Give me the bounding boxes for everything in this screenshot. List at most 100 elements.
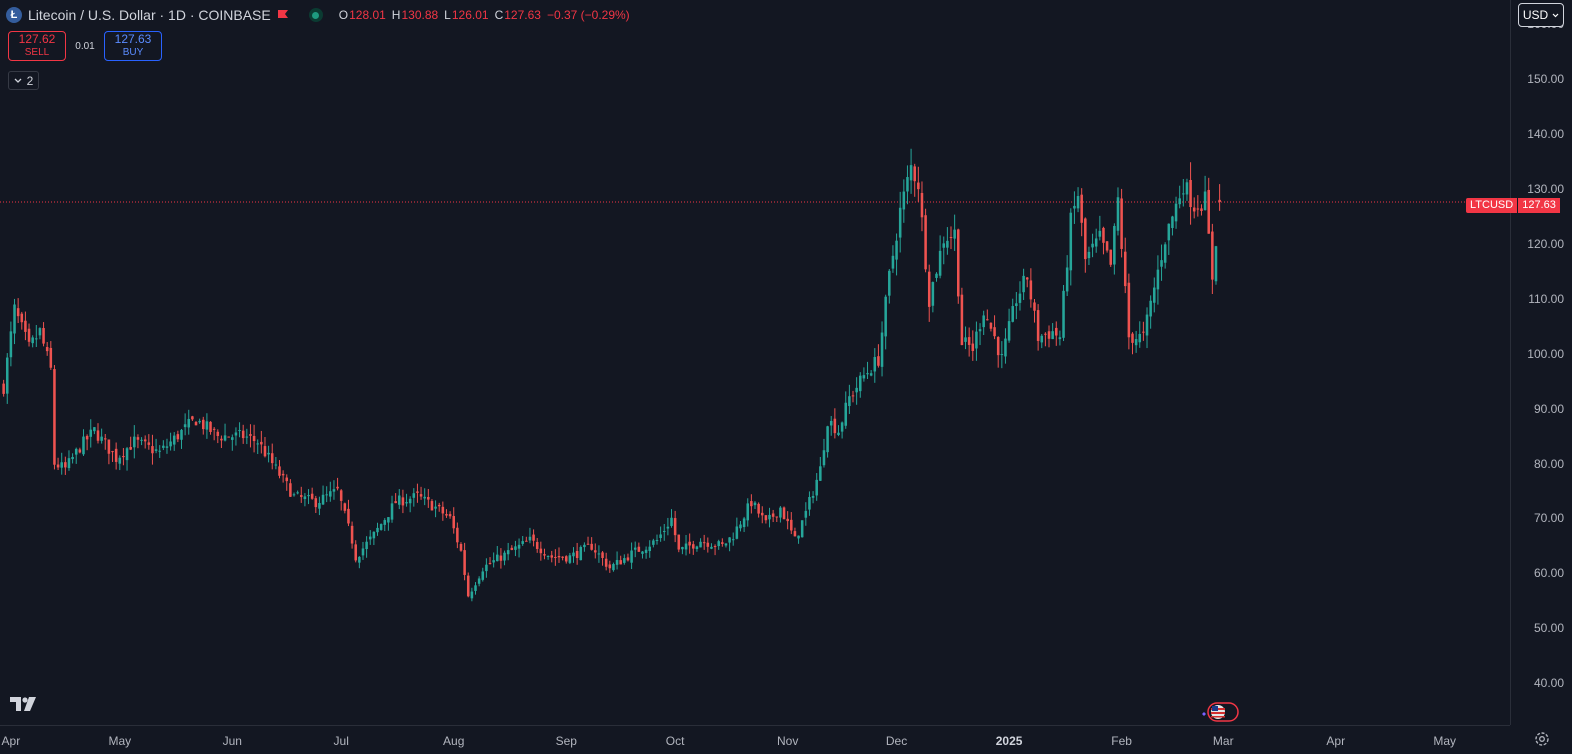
price-axis-label: 80.00 <box>1533 456 1564 471</box>
candle-body <box>880 332 884 367</box>
symbol-title[interactable]: Litecoin / U.S. Dollar · 1D · COINBASE <box>28 7 271 23</box>
candle-body <box>557 555 561 558</box>
candle <box>74 447 78 464</box>
candle-body <box>1189 179 1192 208</box>
candle <box>815 473 818 501</box>
candle <box>902 179 906 223</box>
candle-body <box>9 331 13 358</box>
chart-pane[interactable] <box>0 0 1510 725</box>
candle-body <box>194 422 198 426</box>
candle-body <box>717 541 720 547</box>
candle-body <box>390 503 394 520</box>
candle-body <box>78 449 82 453</box>
candle-body <box>220 438 223 441</box>
candle <box>858 372 862 398</box>
candle-body <box>169 441 172 447</box>
sell-price: 127.62 <box>18 32 56 46</box>
candle <box>604 552 608 571</box>
candle <box>833 408 837 439</box>
candle-body <box>183 424 187 428</box>
candle-body <box>964 337 967 342</box>
candle-body <box>343 503 347 511</box>
time-axis-label: Apr <box>1326 734 1346 748</box>
candle-body <box>20 313 24 323</box>
candle-body <box>862 375 866 379</box>
candle <box>819 456 822 481</box>
candle <box>1018 281 1022 311</box>
candle-body <box>303 496 307 500</box>
candle-body <box>470 591 474 599</box>
candle <box>1145 307 1149 349</box>
candle-body <box>1192 207 1196 212</box>
tradingview-logo-icon[interactable] <box>10 695 42 713</box>
candle <box>1174 196 1178 229</box>
candle-body <box>361 548 365 556</box>
ohlc-open: O128.01 <box>338 8 386 22</box>
candle <box>321 485 325 505</box>
candle-body <box>539 548 543 554</box>
candle-body <box>982 315 985 328</box>
price-axis[interactable]: 40.00 50.00 60.00 70.00 80.00 90.00 100.00 110.… <box>1510 0 1572 725</box>
candle <box>1094 228 1098 253</box>
candle-body <box>329 491 332 497</box>
indicators-toggle-button[interactable]: 2 <box>8 71 39 90</box>
candle <box>931 281 935 313</box>
chevron-down-icon <box>1552 13 1559 17</box>
candle <box>289 479 292 497</box>
candle <box>1192 197 1196 219</box>
candle-body <box>74 448 78 455</box>
candle <box>554 549 557 566</box>
candle-body <box>597 553 601 555</box>
gear-icon[interactable] <box>1533 730 1551 748</box>
currency-button[interactable]: USD <box>1518 3 1564 27</box>
time-axis[interactable]: Apr May Jun Jul Aug Sep Oct Nov Dec 2025 Feb Mar Apr… <box>0 725 1510 754</box>
candle <box>1084 217 1087 273</box>
market-status-icon[interactable] <box>308 8 323 22</box>
candle <box>728 537 731 552</box>
candle <box>383 518 387 532</box>
candle-body <box>1004 338 1007 357</box>
flag-icon[interactable] <box>277 9 289 21</box>
candle <box>1047 325 1051 348</box>
candle-body <box>285 477 289 482</box>
time-axis-label: May <box>108 734 132 748</box>
candle <box>325 486 328 503</box>
candle <box>652 538 655 548</box>
candle-body <box>1203 191 1207 211</box>
candle-body <box>721 542 724 544</box>
candle-body <box>1102 227 1105 243</box>
candle-body <box>256 443 259 445</box>
candle-body <box>38 328 42 336</box>
candle-body <box>1160 260 1163 267</box>
candle-body <box>710 546 713 549</box>
candle-body <box>122 456 125 458</box>
candle-body <box>917 182 920 190</box>
sell-button[interactable]: 127.62 SELL <box>8 31 66 61</box>
candle-body <box>572 552 575 557</box>
candle <box>147 434 151 450</box>
candle <box>927 264 931 322</box>
candle-body <box>350 525 354 544</box>
candle-body <box>35 338 38 340</box>
candle <box>601 550 604 566</box>
candle <box>521 535 524 546</box>
candle <box>361 541 365 560</box>
candle-body <box>434 506 437 509</box>
candle <box>543 548 546 560</box>
candle <box>633 541 637 558</box>
candlestick-chart[interactable] <box>0 0 1510 725</box>
candle-body <box>365 541 368 550</box>
candle <box>56 457 60 471</box>
candle <box>372 531 376 546</box>
candle <box>768 507 771 528</box>
buy-button[interactable]: 127.63 BUY <box>104 31 162 61</box>
us-flag-badge-icon[interactable] <box>1198 702 1240 722</box>
price-axis-label: 120.00 <box>1527 236 1564 251</box>
candle-body <box>67 458 71 469</box>
candle-body <box>724 543 728 546</box>
candle-body <box>989 322 993 329</box>
candle-body <box>779 507 782 518</box>
candle-body <box>815 479 818 496</box>
candle-body <box>234 432 238 436</box>
candle-body <box>1062 290 1065 338</box>
